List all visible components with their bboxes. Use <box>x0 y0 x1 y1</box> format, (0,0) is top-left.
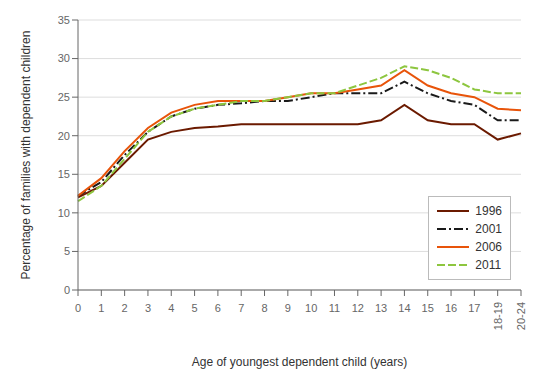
svg-text:25: 25 <box>58 91 70 103</box>
svg-text:3: 3 <box>145 302 151 314</box>
svg-text:14: 14 <box>398 302 410 314</box>
svg-text:5: 5 <box>192 302 198 314</box>
svg-text:7: 7 <box>238 302 244 314</box>
svg-text:12: 12 <box>352 302 364 314</box>
svg-text:10: 10 <box>58 207 70 219</box>
svg-text:10: 10 <box>305 302 317 314</box>
svg-text:8: 8 <box>261 302 267 314</box>
svg-text:4: 4 <box>168 302 174 314</box>
html-text:2006: 2006 <box>475 240 502 254</box>
svg-text:Percentage of families with de: Percentage of families with dependent ch… <box>19 31 33 280</box>
svg-text:0: 0 <box>64 284 70 296</box>
svg-text:15: 15 <box>422 302 434 314</box>
svg-text:11: 11 <box>329 302 340 314</box>
svg-text:20: 20 <box>58 130 70 142</box>
html-text:2001: 2001 <box>475 222 502 236</box>
svg-text:2: 2 <box>122 302 128 314</box>
svg-text:15: 15 <box>58 168 70 180</box>
svg-text:5: 5 <box>64 245 70 257</box>
svg-text:0: 0 <box>75 302 81 314</box>
svg-text:20-24: 20-24 <box>515 302 527 330</box>
svg-text:Age of youngest dependent chil: Age of youngest dependent child (years) <box>192 355 407 369</box>
svg-text:30: 30 <box>58 52 70 64</box>
svg-text:1: 1 <box>98 302 104 314</box>
svg-text:9: 9 <box>285 302 291 314</box>
svg-text:16: 16 <box>445 302 457 314</box>
svg-text:13: 13 <box>375 302 387 314</box>
svg-text:18-19: 18-19 <box>492 302 504 330</box>
svg-text:35: 35 <box>58 14 70 26</box>
svg-text:6: 6 <box>215 302 221 314</box>
svg-text:17: 17 <box>468 302 480 314</box>
html-text:1996: 1996 <box>475 204 502 218</box>
html-text:2011: 2011 <box>475 258 502 272</box>
